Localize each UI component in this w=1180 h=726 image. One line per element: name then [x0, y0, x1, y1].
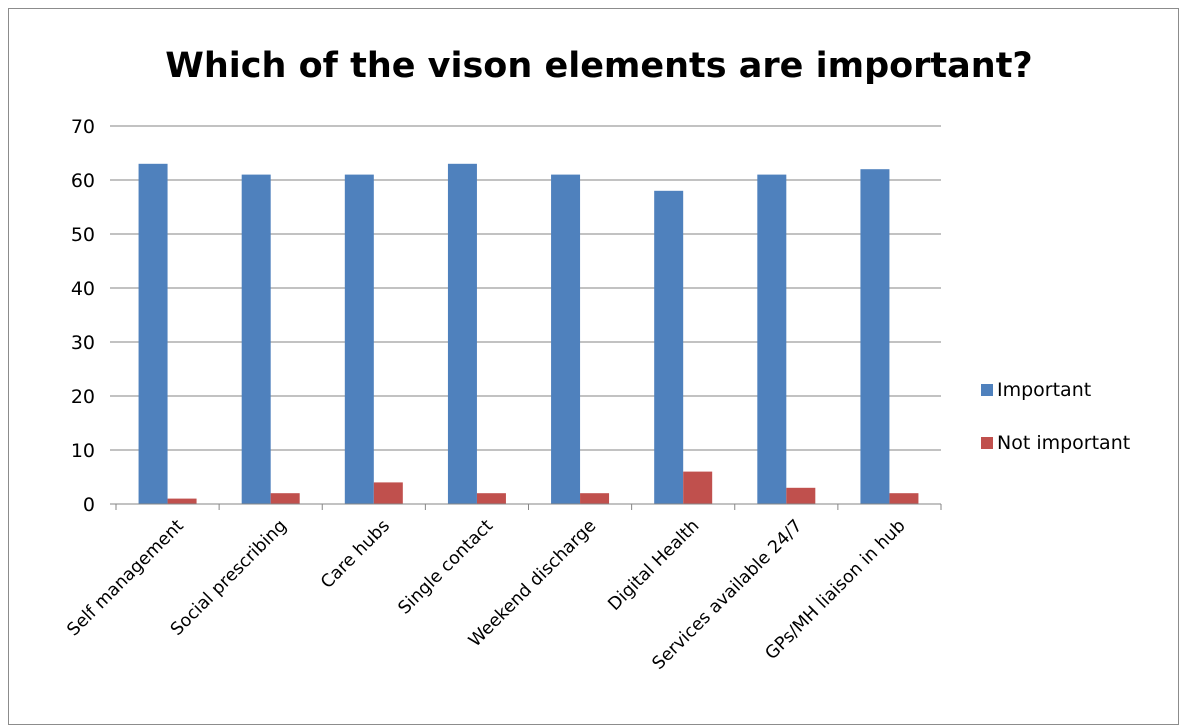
y-tick-label: 70 — [71, 116, 95, 138]
bar-chart: Which of the vison elements are importan… — [64, 46, 1131, 674]
bar-not-important — [270, 493, 300, 504]
legend-label-not-important: Not important — [997, 432, 1130, 454]
y-tick-label: 10 — [71, 440, 95, 462]
gridlines — [116, 125, 941, 451]
bar-not-important — [786, 487, 816, 504]
bar-important — [551, 174, 581, 504]
y-tick-label: 0 — [83, 494, 95, 516]
y-axis-tick-labels: 0 10 20 30 40 50 60 70 — [71, 116, 95, 516]
x-category-label: Care hubs — [317, 516, 394, 593]
y-tick-label: 40 — [71, 278, 95, 300]
x-category-label: Single contact — [395, 516, 498, 619]
bar-not-important — [167, 498, 197, 504]
bar-not-important — [683, 471, 713, 504]
y-tick-label: 50 — [71, 224, 95, 246]
x-category-label: Self management — [64, 516, 188, 640]
bar-not-important — [889, 493, 919, 504]
bar-important — [757, 174, 787, 504]
y-tick-label: 30 — [71, 332, 95, 354]
legend: Important Not important — [981, 379, 1130, 454]
bar-important — [654, 190, 684, 505]
x-category-label: Social prescribing — [167, 516, 291, 640]
bars — [138, 163, 919, 505]
bar-important — [344, 174, 374, 504]
bar-important — [241, 174, 271, 504]
bar-important — [138, 163, 168, 505]
bar-not-important — [476, 493, 506, 504]
chart-area: Which of the vison elements are importan… — [8, 8, 1179, 725]
bar-important — [447, 163, 477, 505]
x-category-label: Digital Health — [605, 516, 704, 615]
legend-swatch-not-important — [981, 437, 993, 449]
x-axis — [110, 125, 942, 510]
chart-title: Which of the vison elements are importan… — [165, 46, 1032, 86]
y-tick-label: 60 — [71, 170, 95, 192]
y-tick-label: 20 — [71, 386, 95, 408]
legend-swatch-important — [981, 384, 993, 396]
bar-not-important — [580, 493, 610, 504]
bar-not-important — [373, 482, 403, 504]
bar-important — [860, 169, 890, 504]
legend-label-important: Important — [997, 379, 1091, 401]
